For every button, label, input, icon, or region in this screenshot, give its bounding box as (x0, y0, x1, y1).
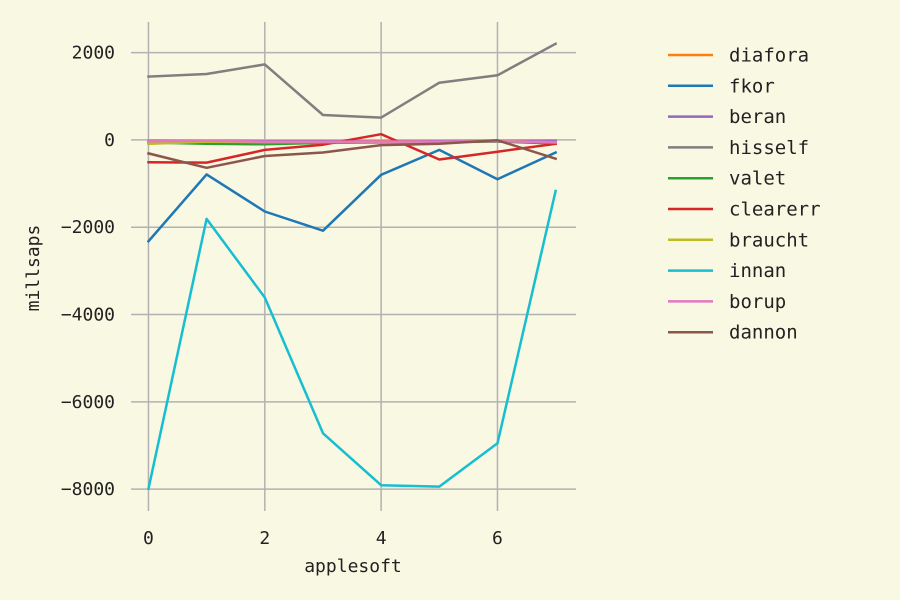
y-tick-label: 2000 (72, 43, 115, 64)
series-line-clearerr (147, 132, 558, 164)
series-line-fkor (146, 148, 558, 243)
legend-label-valet: valet (729, 168, 786, 190)
y-tick-label: −4000 (61, 305, 115, 326)
y-tick-label: −6000 (61, 392, 115, 413)
legend-label-diafora: diafora (729, 45, 809, 67)
x-tick-label: 2 (259, 528, 270, 549)
legend-label-hisself: hisself (729, 137, 809, 159)
series-line-dannon (146, 139, 558, 170)
x-tick-label: 4 (376, 528, 387, 549)
legend-label-clearerr: clearerr (729, 199, 821, 221)
series-lines (146, 42, 558, 491)
tick-labels: 0 2 4 6 2000 0 −2000 −4000 −6000 −8000 (61, 43, 503, 549)
series-line-innan (147, 189, 558, 491)
legend-label-borup: borup (729, 291, 786, 313)
legend-label-beran: beran (729, 106, 786, 128)
x-tick-label: 6 (492, 528, 503, 549)
grid (131, 22, 576, 511)
legend-label-fkor: fkor (729, 75, 775, 97)
y-tick-label: 0 (104, 130, 115, 151)
x-axis-title: applesoft (304, 556, 402, 577)
y-tick-label: −2000 (61, 217, 115, 238)
series-line-hisself (147, 42, 558, 119)
legend: diafora fkor beran hisself valet clearerr brau… (668, 45, 821, 344)
legend-label-dannon: dannon (729, 322, 798, 344)
legend-label-innan: innan (729, 260, 786, 282)
y-axis-title: millsaps (23, 225, 44, 312)
x-tick-label: 0 (143, 528, 154, 549)
legend-label-braucht: braucht (729, 229, 809, 251)
y-tick-label: −8000 (61, 479, 115, 500)
